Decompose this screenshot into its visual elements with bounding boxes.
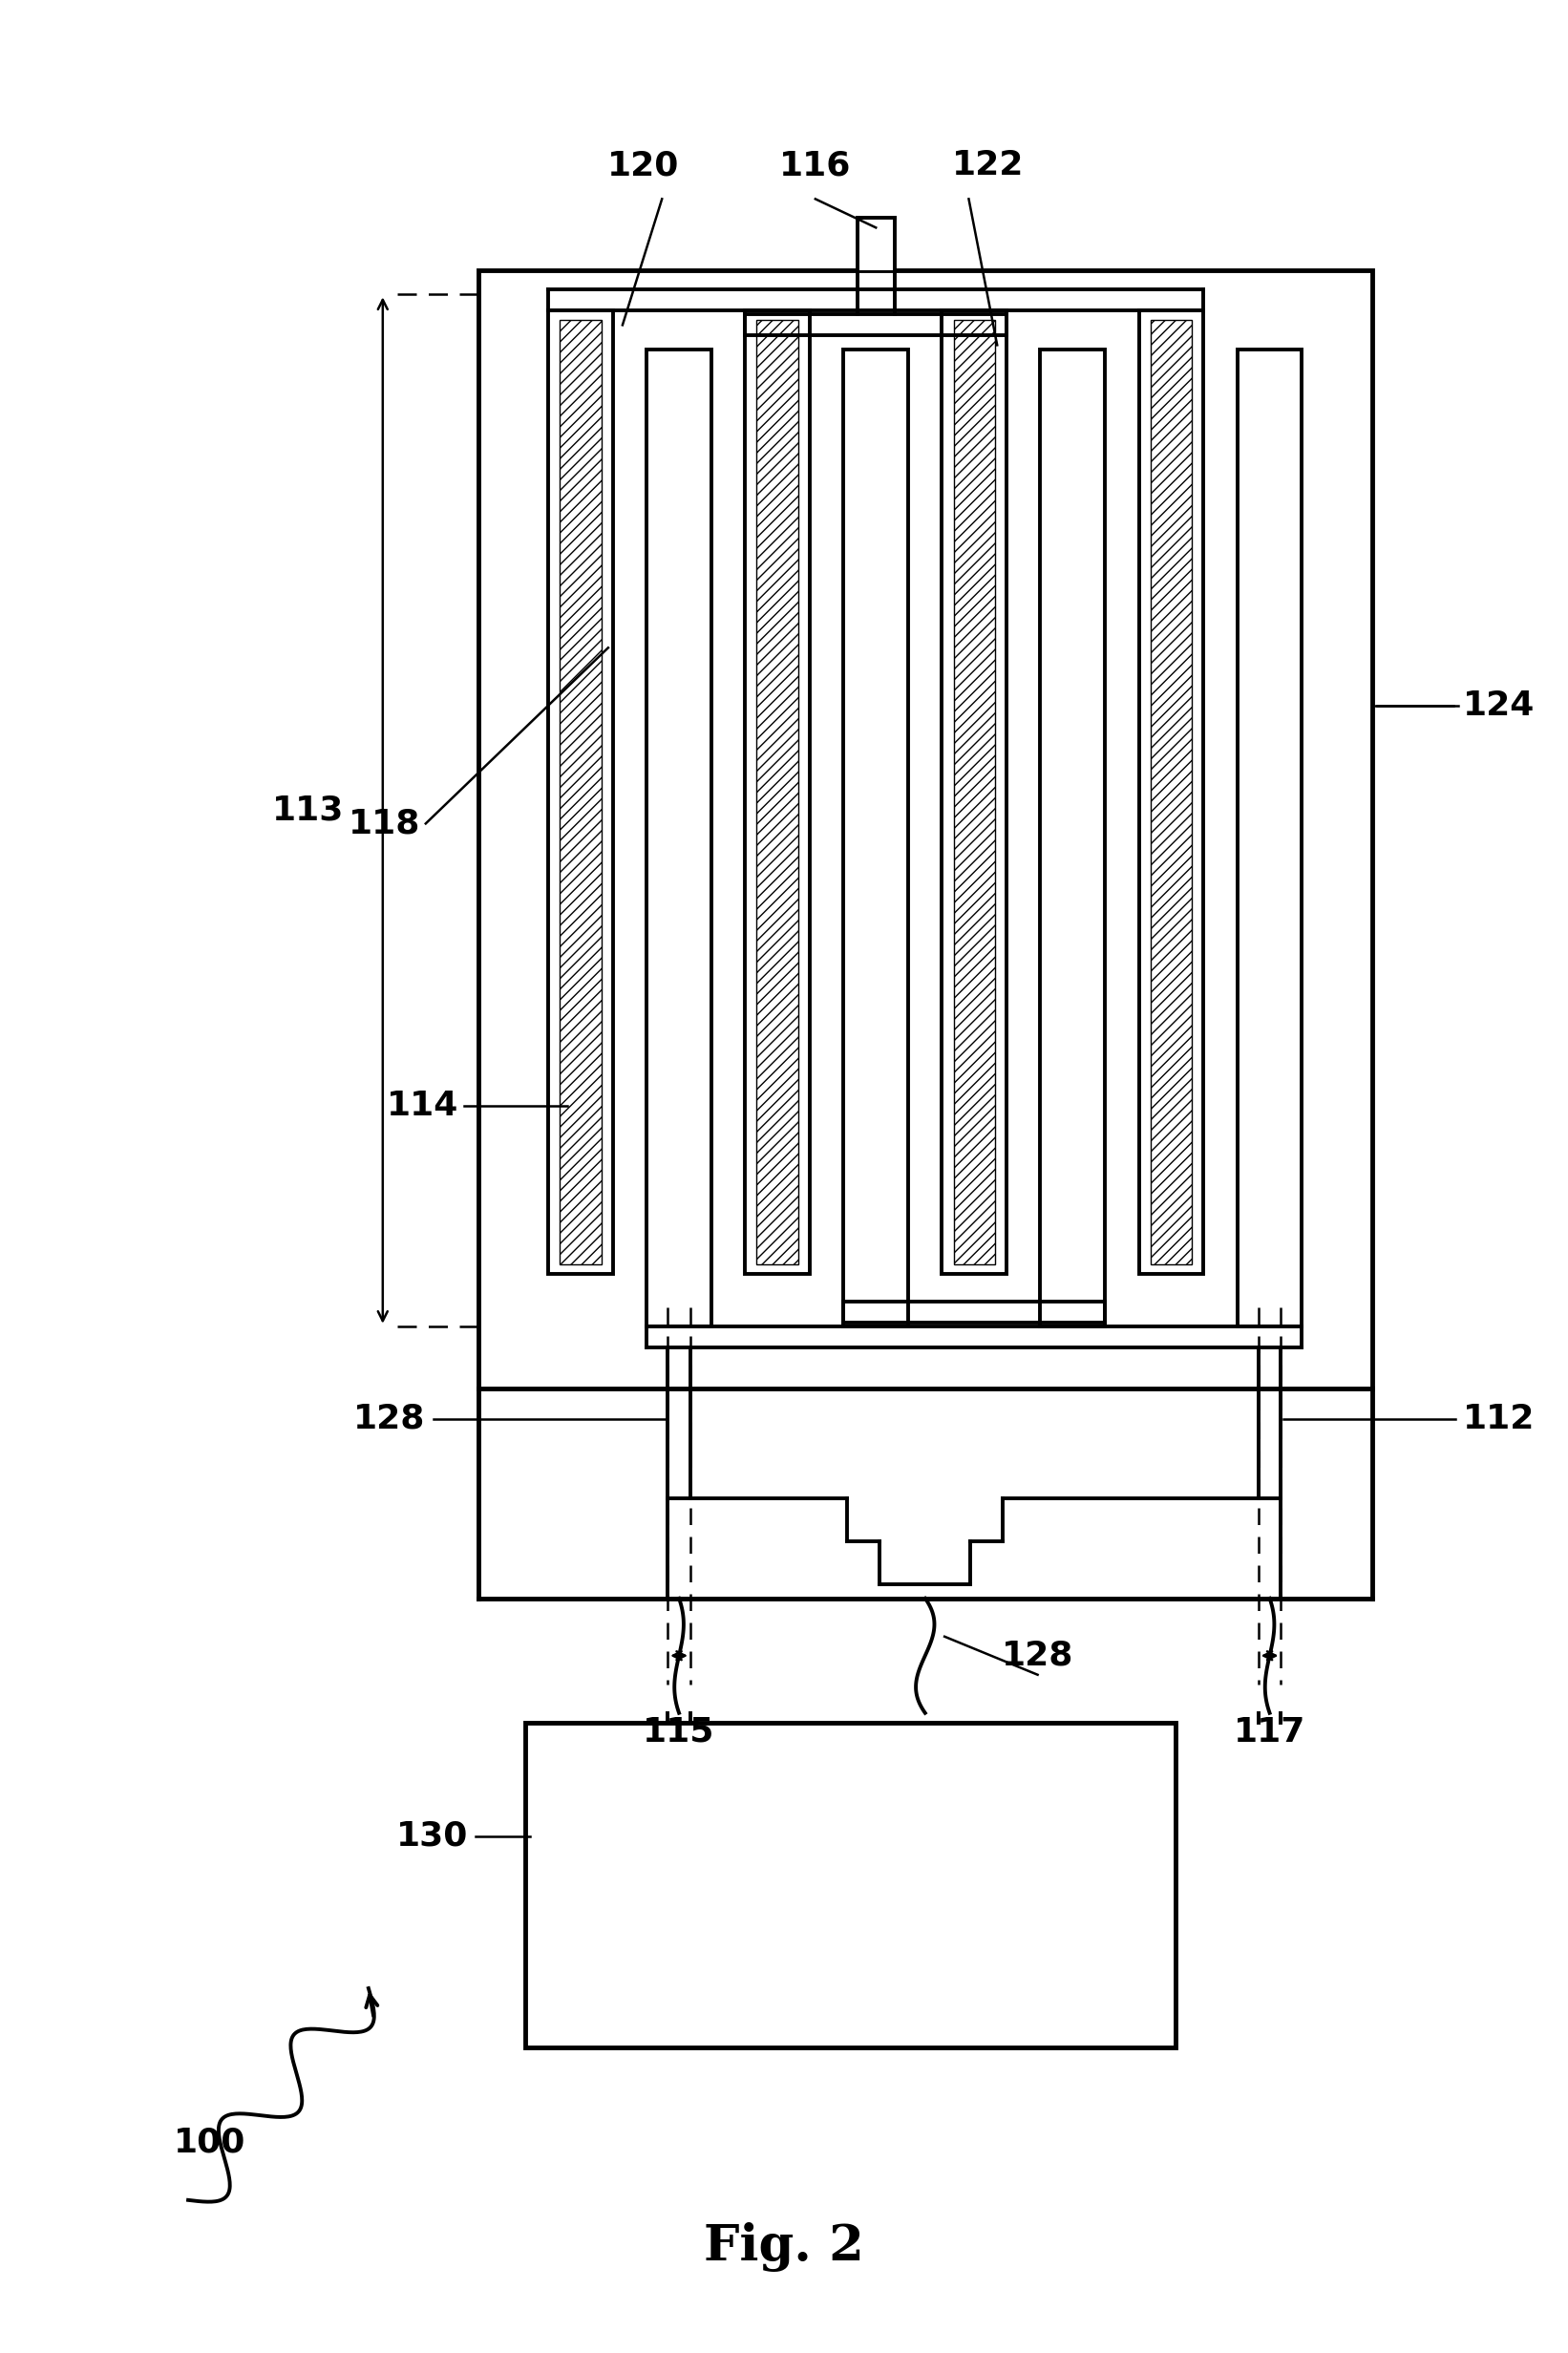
Bar xyxy=(1041,351,1105,1327)
Text: 117: 117 xyxy=(1234,1715,1306,1748)
Bar xyxy=(1151,320,1192,1264)
Text: 100: 100 xyxy=(174,2127,246,2160)
Text: Fig. 2: Fig. 2 xyxy=(704,2221,864,2273)
Bar xyxy=(942,311,1007,1273)
Bar xyxy=(953,320,996,1264)
Text: 113: 113 xyxy=(273,793,345,826)
Text: 128: 128 xyxy=(354,1402,426,1435)
Bar xyxy=(549,311,613,1273)
Text: 122: 122 xyxy=(952,148,1024,181)
Text: 124: 124 xyxy=(1463,689,1535,722)
Bar xyxy=(844,351,908,1327)
Text: 130: 130 xyxy=(397,1819,467,1852)
Bar xyxy=(858,219,894,271)
Bar xyxy=(525,1722,1176,2047)
Bar xyxy=(478,271,1372,1388)
Bar xyxy=(1237,351,1301,1327)
Bar xyxy=(757,320,798,1264)
Bar xyxy=(1138,311,1204,1273)
Bar xyxy=(560,320,601,1264)
Text: 118: 118 xyxy=(350,807,420,840)
Text: 115: 115 xyxy=(643,1715,715,1748)
Text: 114: 114 xyxy=(387,1089,459,1122)
Bar xyxy=(646,351,712,1327)
Text: 116: 116 xyxy=(779,148,851,181)
Bar xyxy=(745,311,809,1273)
Text: 128: 128 xyxy=(1002,1640,1074,1673)
Text: 112: 112 xyxy=(1463,1402,1535,1435)
Text: 120: 120 xyxy=(607,148,679,181)
